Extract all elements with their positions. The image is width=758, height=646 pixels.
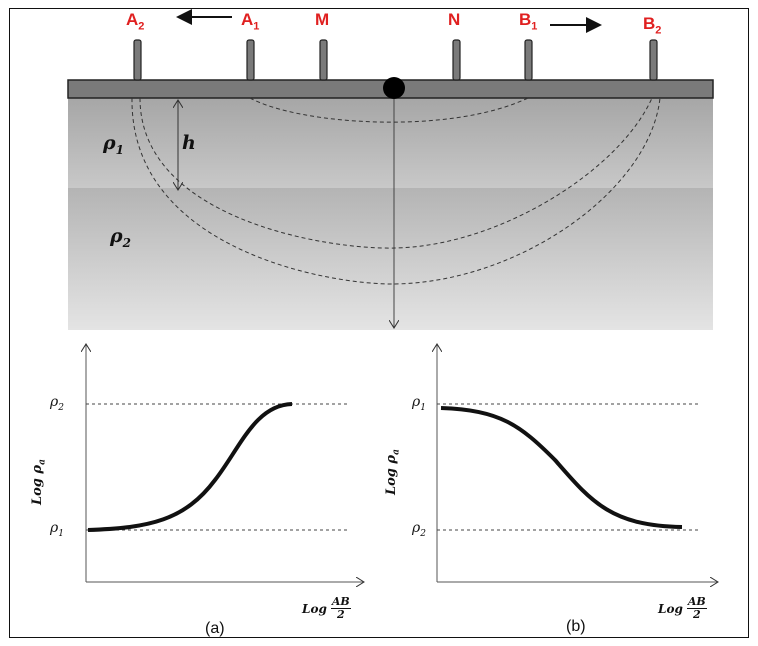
current-line-inner xyxy=(249,97,529,123)
current-line-outer xyxy=(131,97,661,285)
label-m: M xyxy=(315,10,330,29)
center-point xyxy=(383,77,405,99)
current-lines xyxy=(131,97,661,285)
label-b2: B2 xyxy=(643,14,662,37)
plot-a-lower-label: ρ1 xyxy=(50,520,64,539)
layer-2 xyxy=(68,188,713,330)
label-rho2: ρ2 xyxy=(110,225,131,250)
label-b1: B1 xyxy=(519,10,538,33)
plot-b-lower-label: ρ2 xyxy=(412,520,426,539)
layer-1 xyxy=(68,98,713,188)
plot-b-y-label: Log ρa xyxy=(384,449,402,495)
electrode-m xyxy=(319,39,328,81)
plot-a xyxy=(86,344,364,582)
label-a2: A2 xyxy=(126,10,145,33)
label-n: N xyxy=(448,10,461,29)
plot-a-curve xyxy=(87,402,293,532)
plot-b-x-label: Log AB 2 xyxy=(658,595,707,621)
plot-a-caption: (a) xyxy=(205,620,225,637)
plot-b-upper-label: ρ1 xyxy=(412,394,426,413)
current-line-middle xyxy=(139,97,653,249)
outer-frame xyxy=(9,8,749,638)
plot-a-upper-label: ρ2 xyxy=(50,394,64,413)
plot-a-x-label: Log AB 2 xyxy=(302,595,351,621)
plot-b xyxy=(437,344,718,582)
label-a1: A1 xyxy=(241,10,260,33)
electrode-a1 xyxy=(246,39,255,81)
electrode-n xyxy=(452,39,461,81)
plot-a-y-label: Log ρa xyxy=(30,459,48,505)
electrode-b2 xyxy=(649,39,658,81)
label-h: h xyxy=(182,132,196,154)
label-rho1: ρ1 xyxy=(103,132,124,157)
plot-b-caption: (b) xyxy=(566,618,586,635)
electrode-b1 xyxy=(524,39,533,81)
electrode-a2 xyxy=(133,39,142,81)
plot-b-curve xyxy=(440,406,683,529)
electrodes xyxy=(133,39,658,81)
